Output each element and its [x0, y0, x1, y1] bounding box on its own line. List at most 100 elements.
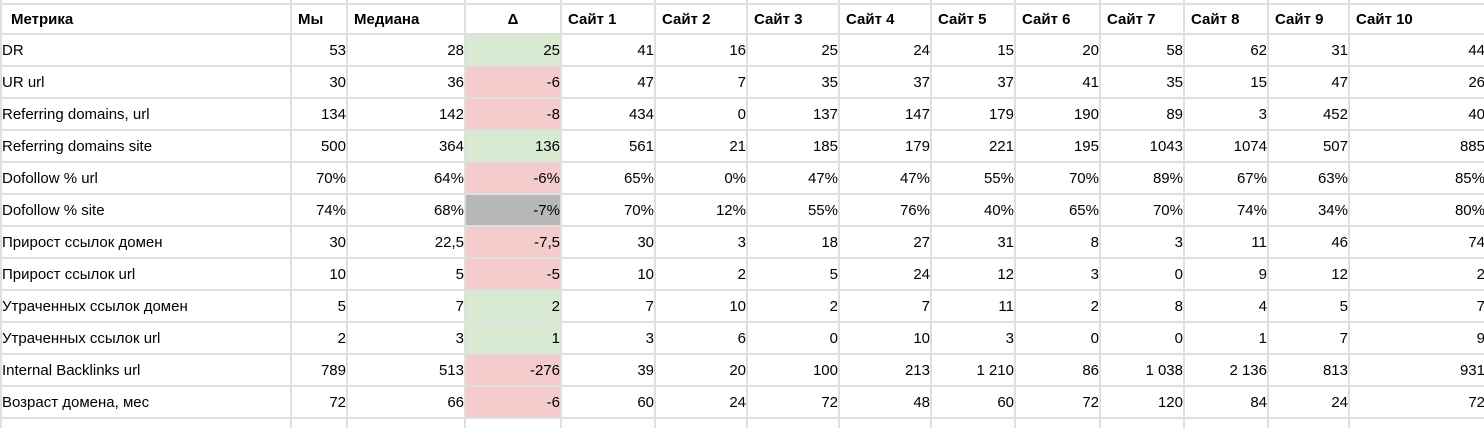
- header-site-8[interactable]: Сайт 8: [1183, 3, 1269, 35]
- site-7-cell[interactable]: 120: [1099, 385, 1185, 419]
- header-site-7[interactable]: Сайт 7: [1099, 3, 1185, 35]
- metric-cell[interactable]: Прирост ссылок домен: [0, 225, 292, 259]
- site-7-cell[interactable]: 3: [1099, 225, 1185, 259]
- site-9-cell[interactable]: 7: [1267, 321, 1350, 355]
- partial-row-top-cell[interactable]: [346, 0, 466, 5]
- site-8-cell[interactable]: 4: [1183, 289, 1269, 323]
- site-8-cell[interactable]: 2 136: [1183, 353, 1269, 387]
- us-cell[interactable]: 789: [290, 353, 348, 387]
- site-8-cell[interactable]: 1: [1183, 321, 1269, 355]
- site-10-cell[interactable]: 2: [1348, 257, 1484, 291]
- median-cell[interactable]: 28: [346, 33, 466, 67]
- site-10-cell[interactable]: 9: [1348, 321, 1484, 355]
- header-delta[interactable]: Δ: [464, 3, 562, 35]
- metric-cell[interactable]: Dofollow % site: [0, 193, 292, 227]
- site-7-cell[interactable]: 0: [1099, 321, 1185, 355]
- partial-row-top-cell[interactable]: [746, 0, 840, 5]
- site-9-cell[interactable]: 24: [1267, 385, 1350, 419]
- metric-cell[interactable]: DR: [0, 33, 292, 67]
- site-3-cell[interactable]: 72: [746, 385, 840, 419]
- site-3-cell[interactable]: 35: [746, 65, 840, 99]
- median-cell[interactable]: 68%: [346, 193, 466, 227]
- site-6-cell[interactable]: 70%: [1014, 161, 1101, 195]
- site-9-cell[interactable]: 507: [1267, 129, 1350, 163]
- site-1-cell[interactable]: 65%: [560, 161, 656, 195]
- header-site-2[interactable]: Сайт 2: [654, 3, 748, 35]
- us-cell[interactable]: 500: [290, 129, 348, 163]
- metric-cell[interactable]: Internal Backlinks url: [0, 353, 292, 387]
- site-3-cell[interactable]: 0: [746, 321, 840, 355]
- site-7-cell[interactable]: 0: [1099, 257, 1185, 291]
- partial-row-bottom-cell[interactable]: [1183, 417, 1269, 428]
- metric-cell[interactable]: UR url: [0, 65, 292, 99]
- header-site-6[interactable]: Сайт 6: [1014, 3, 1101, 35]
- site-6-cell[interactable]: 72: [1014, 385, 1101, 419]
- site-10-cell[interactable]: 72: [1348, 385, 1484, 419]
- site-10-cell[interactable]: 7: [1348, 289, 1484, 323]
- partial-row-bottom-cell[interactable]: [0, 417, 292, 428]
- site-2-cell[interactable]: 16: [654, 33, 748, 67]
- site-2-cell[interactable]: 21: [654, 129, 748, 163]
- site-2-cell[interactable]: 0: [654, 97, 748, 131]
- site-4-cell[interactable]: 179: [838, 129, 932, 163]
- delta-cell[interactable]: -6: [464, 385, 562, 419]
- site-1-cell[interactable]: 7: [560, 289, 656, 323]
- site-5-cell[interactable]: 221: [930, 129, 1016, 163]
- site-5-cell[interactable]: 15: [930, 33, 1016, 67]
- site-8-cell[interactable]: 9: [1183, 257, 1269, 291]
- partial-row-bottom-cell[interactable]: [560, 417, 656, 428]
- metric-cell[interactable]: Dofollow % url: [0, 161, 292, 195]
- header-site-10[interactable]: Сайт 10: [1348, 3, 1484, 35]
- site-5-cell[interactable]: 11: [930, 289, 1016, 323]
- site-6-cell[interactable]: 86: [1014, 353, 1101, 387]
- site-2-cell[interactable]: 24: [654, 385, 748, 419]
- site-4-cell[interactable]: 76%: [838, 193, 932, 227]
- metric-cell[interactable]: Утраченных ссылок url: [0, 321, 292, 355]
- site-1-cell[interactable]: 10: [560, 257, 656, 291]
- delta-cell[interactable]: -276: [464, 353, 562, 387]
- site-3-cell[interactable]: 25: [746, 33, 840, 67]
- site-9-cell[interactable]: 452: [1267, 97, 1350, 131]
- metric-cell[interactable]: Referring domains site: [0, 129, 292, 163]
- us-cell[interactable]: 134: [290, 97, 348, 131]
- site-1-cell[interactable]: 60: [560, 385, 656, 419]
- site-3-cell[interactable]: 18: [746, 225, 840, 259]
- site-4-cell[interactable]: 27: [838, 225, 932, 259]
- partial-row-bottom-cell[interactable]: [654, 417, 748, 428]
- site-8-cell[interactable]: 11: [1183, 225, 1269, 259]
- site-1-cell[interactable]: 3: [560, 321, 656, 355]
- site-6-cell[interactable]: 65%: [1014, 193, 1101, 227]
- site-5-cell[interactable]: 12: [930, 257, 1016, 291]
- median-cell[interactable]: 513: [346, 353, 466, 387]
- site-9-cell[interactable]: 47: [1267, 65, 1350, 99]
- site-10-cell[interactable]: 40: [1348, 97, 1484, 131]
- site-3-cell[interactable]: 5: [746, 257, 840, 291]
- site-4-cell[interactable]: 37: [838, 65, 932, 99]
- us-cell[interactable]: 74%: [290, 193, 348, 227]
- site-5-cell[interactable]: 55%: [930, 161, 1016, 195]
- median-cell[interactable]: 36: [346, 65, 466, 99]
- delta-cell[interactable]: -7,5: [464, 225, 562, 259]
- delta-cell[interactable]: -5: [464, 257, 562, 291]
- site-4-cell[interactable]: 7: [838, 289, 932, 323]
- site-9-cell[interactable]: 63%: [1267, 161, 1350, 195]
- site-1-cell[interactable]: 39: [560, 353, 656, 387]
- site-8-cell[interactable]: 3: [1183, 97, 1269, 131]
- partial-row-top-cell[interactable]: [654, 0, 748, 5]
- site-8-cell[interactable]: 84: [1183, 385, 1269, 419]
- partial-row-top-cell[interactable]: [1099, 0, 1185, 5]
- partial-row-bottom-cell[interactable]: [1348, 417, 1484, 428]
- site-5-cell[interactable]: 60: [930, 385, 1016, 419]
- partial-row-bottom-cell[interactable]: [930, 417, 1016, 428]
- partial-row-top-cell[interactable]: [1183, 0, 1269, 5]
- site-3-cell[interactable]: 185: [746, 129, 840, 163]
- site-2-cell[interactable]: 20: [654, 353, 748, 387]
- site-10-cell[interactable]: 85%: [1348, 161, 1484, 195]
- site-4-cell[interactable]: 213: [838, 353, 932, 387]
- site-9-cell[interactable]: 813: [1267, 353, 1350, 387]
- site-8-cell[interactable]: 15: [1183, 65, 1269, 99]
- us-cell[interactable]: 72: [290, 385, 348, 419]
- site-4-cell[interactable]: 24: [838, 257, 932, 291]
- delta-cell[interactable]: -6: [464, 65, 562, 99]
- site-2-cell[interactable]: 12%: [654, 193, 748, 227]
